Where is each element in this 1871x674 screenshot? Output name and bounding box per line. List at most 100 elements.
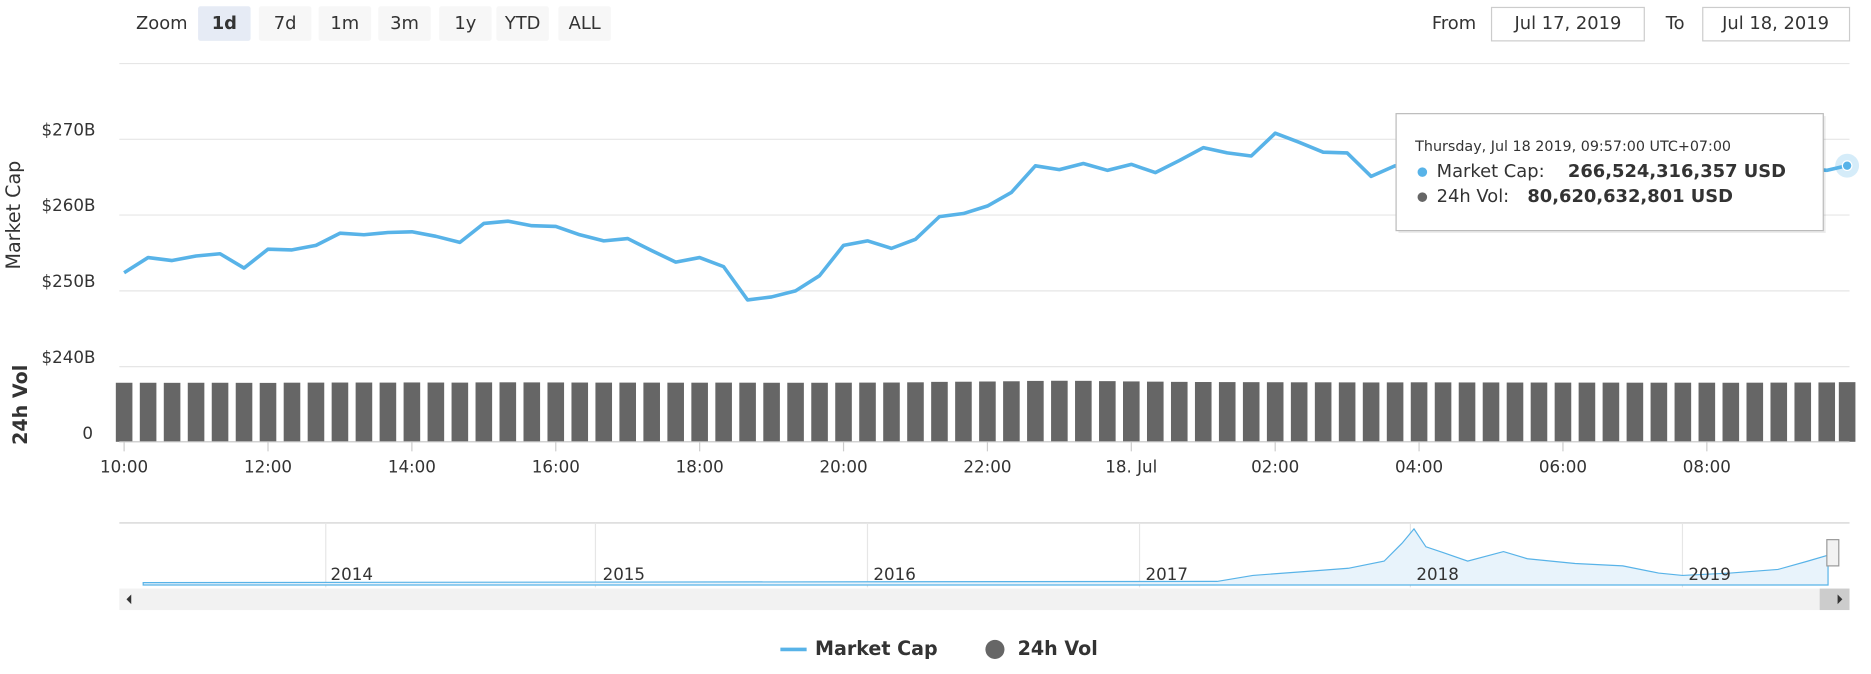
volume-bar — [307, 382, 325, 442]
zoom-button[interactable] — [318, 6, 372, 41]
y-tick-label: $240B — [42, 347, 96, 367]
volume-bar — [739, 382, 756, 442]
volume-bar — [859, 382, 876, 442]
volume-bar — [1338, 382, 1356, 442]
volume-bar — [1290, 382, 1308, 442]
scroll-right[interactable] — [1837, 594, 1843, 605]
volume-bar — [1051, 380, 1068, 442]
zoom-button[interactable] — [198, 6, 251, 41]
volume-bar — [571, 382, 589, 442]
volume-bar — [1362, 382, 1380, 442]
y-tick-label: $250B — [42, 271, 96, 291]
navigator-label: 2014 — [331, 564, 373, 584]
scrollbar-track[interactable] — [119, 588, 1850, 611]
volume-bar — [1674, 382, 1692, 442]
volume-bar — [1554, 382, 1572, 442]
volume-bar — [523, 382, 541, 442]
tooltip-title: Thursday, Jul 18 2019, 09:57:00 UTC+07:0… — [1414, 139, 1731, 155]
volume-bar — [1746, 382, 1764, 442]
volume-bar — [1770, 382, 1788, 442]
volume-bar — [1003, 381, 1020, 442]
to-label: To — [1665, 13, 1685, 34]
volume-bar — [1146, 381, 1164, 442]
x-tick-label: 04:00 — [1395, 457, 1443, 477]
volume-bar — [379, 382, 397, 442]
volume-bar — [907, 382, 924, 442]
volume-bar — [1410, 382, 1428, 442]
tooltip-value: 80,620,632,801 USD — [1527, 186, 1733, 207]
volume-bar — [355, 382, 373, 442]
volume-bar — [211, 382, 229, 442]
zoom-button[interactable] — [258, 6, 312, 41]
volume-bar — [691, 382, 708, 442]
volume-bar — [1458, 382, 1476, 442]
hover-marker — [1841, 160, 1853, 172]
volume-bar — [1482, 382, 1500, 442]
from-input[interactable] — [1490, 6, 1645, 42]
volume-bar — [1698, 382, 1716, 442]
volume-bar — [1027, 380, 1044, 442]
volume-bar — [1099, 381, 1116, 442]
navigator-handle[interactable] — [1826, 539, 1840, 567]
volume-bar — [331, 382, 349, 442]
volume-bar — [1602, 382, 1620, 442]
volume-bar — [955, 381, 972, 442]
volume-bar — [1794, 382, 1812, 442]
volume-bar — [235, 382, 253, 442]
x-tick-label: 02:00 — [1251, 457, 1299, 477]
volume-bar — [1578, 382, 1596, 442]
volume-bar — [763, 382, 780, 442]
volume-bar — [883, 382, 900, 442]
zoom-button-label: 1m — [330, 13, 359, 34]
navigator-label: 2018 — [1416, 564, 1458, 584]
volume-bar — [1434, 382, 1452, 442]
x-tick-label: 10:00 — [100, 457, 148, 477]
volume-bar — [115, 382, 133, 442]
to-input[interactable] — [1702, 6, 1851, 42]
legend-label[interactable]: Market Cap — [815, 637, 938, 660]
volume-bar — [1722, 382, 1740, 442]
navigator-label: 2019 — [1688, 564, 1730, 584]
volume-bar — [427, 382, 445, 442]
legend-symbol[interactable] — [985, 639, 1005, 659]
tooltip-bullet — [1417, 167, 1428, 177]
x-tick-label: 22:00 — [963, 457, 1011, 477]
volume-bar — [1266, 382, 1284, 442]
navigator-label: 2016 — [873, 564, 915, 584]
y-tick-label: $260B — [42, 195, 96, 215]
volume-bar — [1242, 382, 1260, 442]
scroll-left[interactable] — [126, 594, 132, 605]
volume-bar — [667, 382, 684, 442]
volume-bar — [1650, 382, 1668, 442]
volume-bar — [1838, 382, 1856, 442]
volume-bar — [1170, 381, 1188, 442]
tooltip: Thursday, Jul 18 2019, 09:57:00 UTC+07:0… — [1395, 113, 1826, 233]
volume-bar — [499, 382, 517, 442]
tooltip-value: 266,524,316,357 USD — [1568, 161, 1786, 182]
volume-bar — [715, 382, 732, 442]
zoom-button[interactable] — [439, 6, 492, 41]
navigator-series — [142, 527, 1829, 586]
volume-bar — [1075, 380, 1092, 442]
tooltip-label: 24h Vol: — [1437, 186, 1510, 207]
volume-bar — [619, 382, 637, 442]
x-tick-label: 14:00 — [388, 457, 436, 477]
scrollbar-thumb[interactable] — [1819, 588, 1850, 611]
legend-label[interactable]: 24h Vol — [1018, 637, 1098, 660]
volume-bar — [475, 382, 493, 442]
zoom-label: Zoom — [136, 13, 188, 34]
x-tick-label: 08:00 — [1683, 457, 1731, 477]
tooltip-label: Market Cap: — [1437, 161, 1545, 182]
y-axis-title: Market Cap — [2, 161, 25, 270]
zoom-button[interactable] — [558, 6, 611, 41]
volume-bar — [451, 382, 469, 442]
zoom-button[interactable] — [496, 6, 549, 41]
zoom-button-label: 3m — [390, 13, 419, 34]
zoom-button[interactable] — [378, 6, 431, 41]
x-tick-label: 16:00 — [532, 457, 580, 477]
volume-bar — [979, 381, 996, 442]
volume-bar — [259, 382, 277, 442]
volume-bar — [403, 382, 421, 442]
